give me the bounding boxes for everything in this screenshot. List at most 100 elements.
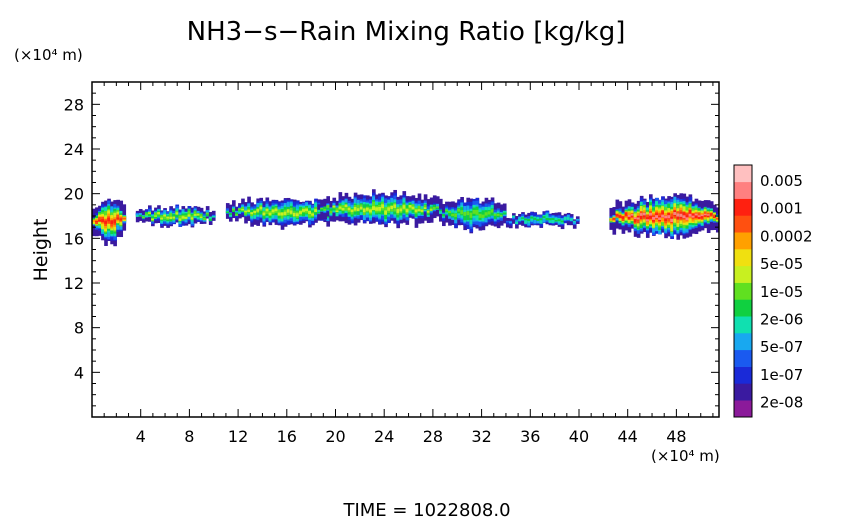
- field-cell: [505, 220, 510, 223]
- field-cell: [566, 214, 571, 220]
- field-cell: [181, 216, 186, 219]
- field-cell: [655, 215, 659, 219]
- field-cell: [648, 212, 653, 219]
- field-cell: [295, 213, 300, 217]
- field-cell: [536, 219, 541, 221]
- time-footer: TIME = 1022808.0: [342, 500, 510, 519]
- field-cell: [688, 213, 693, 217]
- field-cell: [466, 211, 471, 220]
- field-cell: [490, 209, 495, 213]
- field-cell: [144, 213, 149, 216]
- colorbar-swatch: [734, 249, 752, 267]
- field-cell: [642, 212, 647, 216]
- colorbar-frame: [733, 164, 753, 418]
- field-cell: [320, 207, 324, 210]
- field-cell: [499, 214, 504, 217]
- field-cell: [432, 204, 437, 209]
- field-cell: [524, 220, 528, 224]
- field-cell: [533, 217, 537, 220]
- field-cell: [481, 214, 486, 219]
- field-cell: [326, 205, 331, 208]
- chart-title: NH3−s−Rain Mixing Ratio [kg/kg]: [187, 17, 626, 47]
- field-cell: [329, 210, 334, 214]
- colorbar-swatch: [734, 232, 752, 250]
- field-cell: [341, 208, 346, 211]
- field-cell: [365, 207, 370, 211]
- y-axis-label: Height: [30, 219, 52, 282]
- field-cell: [475, 209, 480, 215]
- field-cell: [163, 214, 167, 217]
- field-cell: [205, 213, 210, 217]
- field-cell: [396, 209, 401, 213]
- field-cell: [697, 215, 702, 220]
- field-cell: [423, 207, 428, 209]
- field-cell: [280, 212, 285, 216]
- field-cell: [387, 207, 391, 211]
- field-cell: [676, 213, 681, 217]
- field-cell: [438, 209, 443, 212]
- field-cell: [119, 218, 124, 221]
- field-cell: [329, 208, 334, 213]
- field-cell: [670, 218, 674, 223]
- field-cell: [332, 205, 337, 208]
- field-cell: [700, 214, 705, 217]
- colorbar-swatch: [734, 265, 752, 283]
- field-cell: [208, 216, 213, 220]
- field-cell: [277, 212, 282, 216]
- field-cell: [244, 210, 248, 213]
- field-cell: [487, 211, 492, 215]
- field-cell: [621, 217, 626, 222]
- colorbar: 0.005 0.001 0.0002 5e-05 1e-05 2e-06 5e-07 1e-0…: [733, 164, 813, 418]
- colorbar-swatch: [734, 349, 752, 367]
- field-cell: [429, 209, 434, 211]
- field-cell: [208, 218, 213, 222]
- field-cell: [98, 217, 102, 221]
- field-cell: [691, 215, 696, 218]
- field-cell: [163, 215, 167, 220]
- field-cell: [469, 212, 474, 218]
- field-cell: [648, 212, 653, 216]
- field-cell: [175, 212, 180, 215]
- field-cell: [104, 220, 108, 224]
- field-cell: [618, 215, 623, 218]
- colorbar-label: 1e-05: [760, 283, 803, 301]
- colorbar-swatch: [734, 400, 752, 418]
- field-cell: [551, 218, 556, 220]
- x-tick-label: 16: [277, 427, 297, 446]
- field-cell: [709, 213, 714, 216]
- field-cell: [417, 206, 422, 211]
- field-cell: [141, 216, 146, 219]
- field-cell: [232, 208, 236, 211]
- colorbar-label: 1e-07: [760, 366, 803, 384]
- field-cell: [451, 209, 455, 217]
- field-cell: [667, 215, 671, 219]
- field-cell: [187, 210, 192, 216]
- field-cell: [442, 213, 446, 217]
- field-cell: [190, 217, 195, 220]
- field-cell: [438, 211, 443, 214]
- field-cell: [154, 215, 158, 217]
- field-cell: [411, 206, 416, 210]
- field-cell: [645, 219, 650, 222]
- field-cell: [536, 217, 541, 221]
- field-cell: [148, 212, 152, 214]
- field-cell: [256, 209, 261, 212]
- field-cell: [530, 216, 534, 219]
- field-cell: [317, 211, 321, 214]
- field-cell: [187, 214, 192, 217]
- colorbar-swatch: [734, 282, 752, 300]
- field-cell: [429, 207, 434, 211]
- field-cell: [621, 216, 626, 219]
- field-cell: [706, 214, 711, 218]
- field-cell: [268, 212, 273, 216]
- field-cell: [138, 214, 143, 217]
- field-cell: [639, 213, 644, 216]
- field-cell: [323, 206, 327, 210]
- field-cell: [265, 208, 270, 212]
- field-cell: [151, 218, 155, 221]
- field-cell: [548, 218, 553, 223]
- x-tick-label: 36: [520, 427, 540, 446]
- field-cell: [527, 218, 531, 221]
- field-cell: [178, 215, 183, 221]
